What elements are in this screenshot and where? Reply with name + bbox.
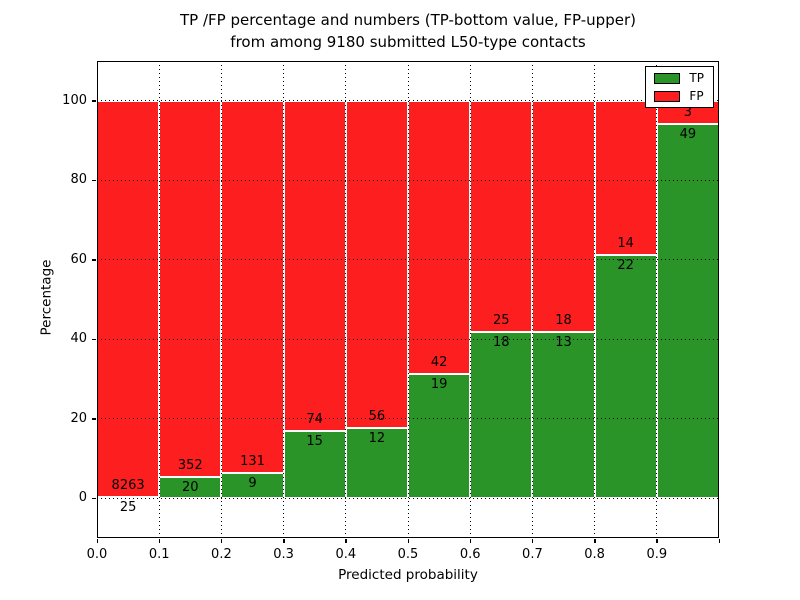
tp-count-label: 22 xyxy=(617,258,634,274)
x-tick-label: 0.2 xyxy=(211,547,232,562)
stacked-bar-0.9 xyxy=(656,100,719,499)
stacked-bar-0.4 xyxy=(345,100,408,499)
y-tick-mark xyxy=(92,338,96,341)
x-tick-label: 0.3 xyxy=(273,547,294,562)
fp-count-label: 25 xyxy=(493,312,510,328)
legend-entry-fp: FP xyxy=(654,90,704,102)
x-tick-mark xyxy=(96,539,98,543)
fp-bar-segment xyxy=(595,101,656,257)
y-axis-label: Percentage xyxy=(38,259,55,336)
y-tick-label: 20 xyxy=(70,410,87,426)
x-tick-mark xyxy=(718,539,720,543)
y-tick-label: 80 xyxy=(70,172,87,188)
x-tick-label: 0.1 xyxy=(148,547,170,562)
x-tick-label: 0.5 xyxy=(397,547,419,562)
fp-count-label: 8263 xyxy=(111,478,145,494)
legend-entry-tp: TP xyxy=(654,72,704,84)
stacked-bar-0.6 xyxy=(470,100,533,499)
fp-bar-segment xyxy=(222,101,283,474)
chart-title-line1: TP /FP percentage and numbers (TP-bottom… xyxy=(180,11,636,29)
fp-bar-segment xyxy=(533,101,594,333)
stacked-bar-0.8 xyxy=(594,100,657,499)
x-tick-label: 0.4 xyxy=(335,547,357,562)
fp-count-label: 18 xyxy=(555,312,572,328)
x-tick-label: 0.7 xyxy=(522,547,543,562)
stacked-bar-0.0 xyxy=(97,100,160,499)
chart-title-line2: from among 9180 submitted L50-type conta… xyxy=(230,33,586,51)
legend-swatch-fp xyxy=(654,90,681,102)
fp-count-label: 352 xyxy=(177,457,203,473)
x-tick-mark xyxy=(656,539,658,543)
x-tick-mark xyxy=(345,539,347,543)
x-tick-label: 0.8 xyxy=(584,547,605,562)
stacked-bar-0.5 xyxy=(408,100,471,499)
x-tick-label: 0.0 xyxy=(86,547,108,562)
fp-count-label: 3 xyxy=(683,104,693,120)
y-tick-label: 60 xyxy=(70,251,87,267)
x-tick-mark xyxy=(531,539,534,543)
fp-bar-segment xyxy=(471,101,532,333)
legend-label-tp: TP xyxy=(689,71,704,85)
fp-count-label: 14 xyxy=(617,236,634,252)
x-tick-mark xyxy=(220,539,223,543)
stacked-bar-0.7 xyxy=(532,100,595,499)
legend-label-fp: FP xyxy=(689,89,704,103)
x-tick-mark xyxy=(158,539,161,543)
tp-count-label: 19 xyxy=(430,377,448,393)
fp-bar-segment xyxy=(284,101,345,433)
stacked-bar-0.2 xyxy=(221,100,284,499)
x-tick-label: 0.9 xyxy=(646,547,668,562)
y-tick-mark xyxy=(92,418,96,420)
stacked-bar-0.1 xyxy=(159,100,222,499)
chart-title: TP /FP percentage and numbers (TP-bottom… xyxy=(97,9,719,53)
x-axis-label: Predicted probability xyxy=(338,567,478,583)
fp-bar-segment xyxy=(409,101,470,376)
tp-count-label: 13 xyxy=(555,334,572,350)
x-tick-mark xyxy=(407,539,409,543)
x-tick-mark xyxy=(594,539,596,543)
x-tick-mark xyxy=(283,539,285,543)
x-tick-mark xyxy=(469,539,472,543)
fp-count-label: 42 xyxy=(430,355,448,371)
tp-count-label: 49 xyxy=(679,126,697,142)
tp-count-label: 20 xyxy=(182,479,199,495)
y-tick-label: 100 xyxy=(62,92,87,108)
y-tick-mark xyxy=(92,259,96,261)
y-tick-mark xyxy=(92,100,96,102)
y-tick-label: 40 xyxy=(70,331,87,347)
tp-count-label: 25 xyxy=(119,500,137,516)
fp-bar-segment xyxy=(346,101,407,430)
tp-count-label: 9 xyxy=(248,475,257,491)
x-tick-label: 0.6 xyxy=(459,547,481,562)
tp-count-label: 12 xyxy=(368,431,386,447)
legend-swatch-tp xyxy=(654,72,681,84)
fp-bar-segment xyxy=(98,101,159,499)
fp-count-label: 74 xyxy=(306,412,323,428)
plot-area: TP FP 8263 25 352 20 131 9 74 15 56 12 42 19 25 18 18 13… xyxy=(62,61,720,562)
tp-count-label: 15 xyxy=(306,434,323,450)
y-tick-mark xyxy=(92,497,96,500)
tp-count-label: 18 xyxy=(493,334,510,350)
fp-count-label: 56 xyxy=(368,409,386,425)
legend: TP FP xyxy=(645,66,714,108)
fp-bar-segment xyxy=(160,101,221,478)
y-tick-label: 0 xyxy=(78,490,87,506)
fp-count-label: 131 xyxy=(240,453,265,469)
y-tick-mark xyxy=(92,179,96,182)
